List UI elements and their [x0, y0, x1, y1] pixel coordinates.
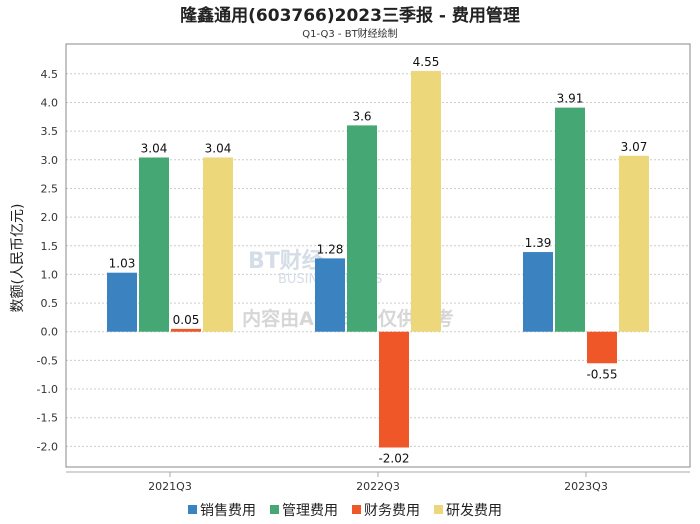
- y-tick-label: 2.0: [41, 211, 59, 224]
- bar: [171, 328, 201, 332]
- data-label: 1.03: [109, 257, 136, 271]
- data-label: 3.04: [141, 141, 168, 155]
- x-tick-label: 2022Q3: [356, 480, 400, 493]
- y-tick-label: -2.0: [37, 440, 58, 453]
- legend-swatch: [434, 505, 443, 514]
- legend-swatch: [270, 505, 279, 514]
- y-tick-label: 1.0: [41, 268, 59, 281]
- bar: [347, 125, 377, 332]
- data-label: 1.28: [317, 242, 344, 256]
- y-axis-label: 数额(人民币亿元): [10, 204, 26, 313]
- bar: [379, 331, 409, 448]
- data-label: -2.02: [378, 452, 409, 466]
- bar: [523, 252, 553, 332]
- data-label: 3.6: [352, 109, 371, 123]
- y-tick-label: 1.5: [41, 240, 59, 253]
- y-tick-label: -1.0: [37, 383, 58, 396]
- data-label: 0.05: [173, 313, 200, 327]
- y-tick-label: 3.0: [41, 154, 59, 167]
- y-tick-label: 4.5: [41, 68, 59, 81]
- y-tick-label: 2.5: [41, 182, 59, 195]
- bar: [411, 70, 441, 332]
- y-tick-label: 0.5: [41, 297, 59, 310]
- legend-label: 研发费用: [446, 503, 502, 519]
- y-tick-label: 4.0: [41, 96, 59, 109]
- legend-swatch: [188, 505, 197, 514]
- legend-label: 管理费用: [282, 503, 338, 519]
- x-tick-label: 2023Q3: [564, 480, 608, 493]
- data-label: -0.55: [586, 367, 617, 381]
- data-label: 4.55: [413, 55, 440, 69]
- y-tick-label: 0.0: [41, 326, 59, 339]
- x-tick-label: 2021Q3: [148, 480, 192, 493]
- y-ticks: -2.0 -1.5 -1.0 -0.5 0.0 0.5 1.0 1.5 2.0 2.5 3.0 3.5…: [37, 68, 58, 454]
- bar: [619, 155, 649, 332]
- plot-frame: [65, 43, 691, 468]
- x-ticks: 2021Q3 2022Q3 2023Q3: [148, 472, 608, 493]
- bar: [555, 107, 585, 332]
- y-tick-label: -0.5: [37, 354, 58, 367]
- data-label: 3.91: [557, 92, 584, 106]
- legend-label: 销售费用: [200, 503, 256, 519]
- bar: [315, 258, 345, 332]
- bar: [107, 272, 137, 332]
- data-label: 1.39: [525, 236, 552, 250]
- watermark-logo: BT财经: [248, 248, 324, 274]
- bars: 1.03 3.04 0.05 3.04 1.28 3.6 -2.02 4.55 1.39 3.91…: [107, 55, 649, 466]
- chart-title: 隆鑫通用(603766)2023三季报 - 费用管理: [180, 5, 520, 26]
- bar: [139, 157, 169, 332]
- bar: [203, 157, 233, 332]
- legend-swatch: [352, 505, 361, 514]
- gridlines: [66, 73, 690, 447]
- y-tick-label: 3.5: [41, 125, 59, 138]
- legend: 销售费用 管理费用 财务费用 研发费用: [188, 503, 502, 519]
- chart-subtitle: Q1-Q3 - BT财经绘制: [302, 27, 397, 40]
- legend-label: 财务费用: [364, 503, 420, 519]
- y-tick-label: -1.5: [37, 412, 58, 425]
- data-label: 3.07: [621, 140, 648, 154]
- bar: [587, 331, 617, 364]
- data-label: 3.04: [205, 141, 232, 155]
